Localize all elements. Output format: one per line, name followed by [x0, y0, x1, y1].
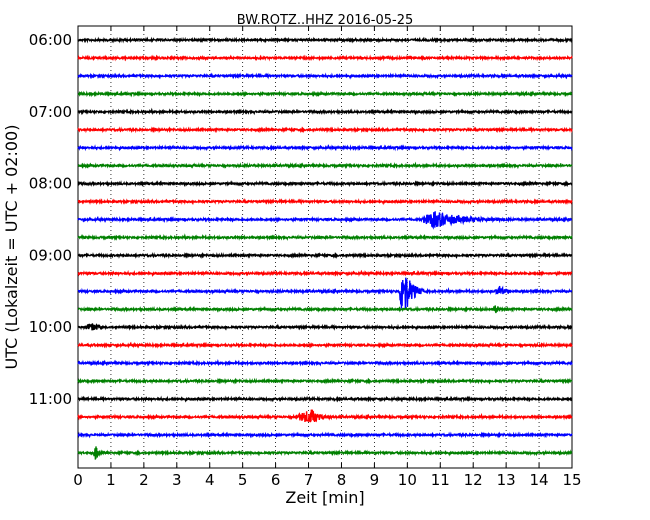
- trace-08:45: [77, 233, 573, 242]
- trace-09:45: [77, 305, 573, 314]
- trace-06:15: [77, 54, 573, 62]
- trace-11:15: [77, 409, 573, 423]
- x-tick-label: 10: [398, 471, 417, 489]
- trace-08:15: [77, 197, 573, 206]
- trace-08:00: [77, 180, 573, 188]
- x-tick-label: 0: [73, 471, 83, 489]
- x-tick-label: 4: [205, 471, 215, 489]
- y-tick-label: 10:00: [29, 318, 72, 336]
- trace-06:30: [77, 72, 573, 80]
- x-tick-label: 5: [238, 471, 248, 489]
- trace-07:00: [77, 107, 573, 116]
- y-tick-label: 09:00: [29, 246, 72, 264]
- trace-11:45: [77, 446, 573, 460]
- y-tick-label: 06:00: [29, 31, 72, 49]
- trace-06:45: [77, 90, 573, 98]
- x-tick-label: 2: [139, 471, 149, 489]
- trace-10:00: [77, 323, 573, 331]
- x-tick-label: 12: [464, 471, 483, 489]
- trace-06:00: [77, 36, 573, 44]
- x-tick-label: 7: [304, 471, 314, 489]
- axis-ticks: [77, 26, 573, 468]
- trace-11:30: [77, 431, 573, 439]
- x-tick-label: 1: [106, 471, 116, 489]
- minute-grid: [110, 26, 540, 468]
- trace-11:00: [77, 395, 573, 403]
- x-tick-label: 15: [562, 471, 581, 489]
- trace-07:30: [77, 144, 573, 152]
- trace-09:30: [77, 277, 573, 309]
- x-tick-labels: 0 1 2 3 4 5 6 7 8 9 10 11 12 13 14 15: [73, 471, 581, 489]
- x-tick-label: 8: [337, 471, 347, 489]
- y-tick-label: 07:00: [29, 103, 72, 121]
- x-tick-label: 3: [172, 471, 182, 489]
- seismic-traces: [77, 36, 573, 460]
- y-tick-labels: 06:00 07:00 08:00 09:00 10:00 11:00: [29, 31, 72, 408]
- x-tick-label: 13: [497, 471, 516, 489]
- x-tick-label: 6: [271, 471, 281, 489]
- trace-10:45: [77, 377, 573, 385]
- plot-frame: [77, 25, 573, 469]
- trace-10:15: [77, 341, 573, 349]
- trace-10:30: [77, 358, 573, 367]
- y-axis-label: UTC (Lokalzeit = UTC + 02:00): [2, 125, 21, 370]
- x-axis-label: Zeit [min]: [285, 488, 364, 507]
- x-tick-label: 14: [530, 471, 549, 489]
- x-tick-label: 9: [370, 471, 380, 489]
- trace-09:15: [77, 269, 573, 278]
- trace-08:30: [77, 211, 573, 230]
- trace-09:00: [77, 251, 573, 260]
- y-tick-label: 08:00: [29, 175, 72, 193]
- trace-07:45: [77, 161, 573, 170]
- x-tick-label: 11: [431, 471, 450, 489]
- chart-title: BW.ROTZ..HHZ 2016-05-25: [237, 13, 413, 28]
- trace-07:15: [77, 126, 573, 134]
- y-tick-label: 11:00: [29, 390, 72, 408]
